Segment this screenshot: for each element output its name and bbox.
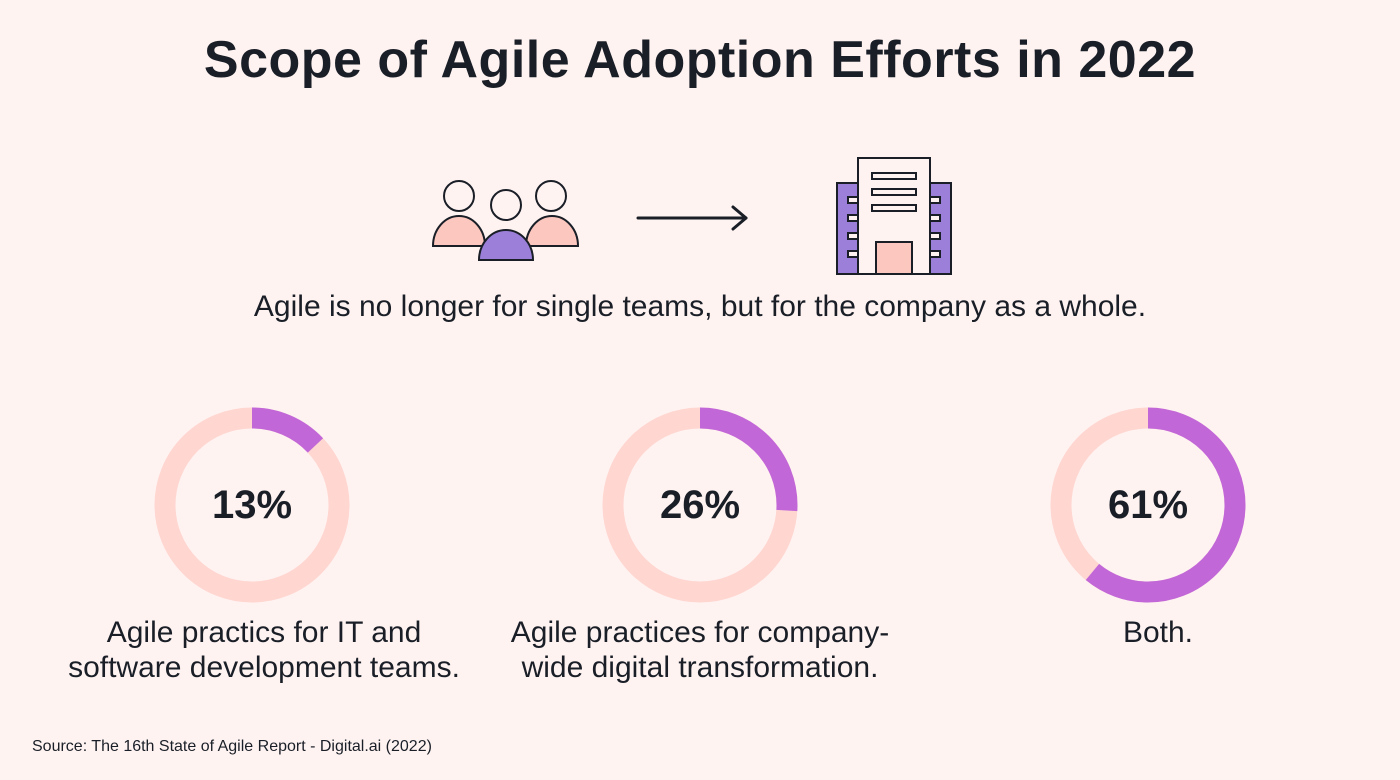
donut-caption: Both.	[928, 615, 1388, 650]
donut-value-arc	[154, 407, 350, 603]
donut-svg	[154, 407, 350, 603]
donut-percent-label: 13%	[211, 482, 293, 527]
caption-line: Agile practics for IT and	[106, 616, 422, 649]
donut-caption: Agile practices for company-wide digital…	[470, 615, 930, 685]
donut-percent-label: 61%	[1107, 482, 1189, 527]
tagline: Agile is no longer for single teams, but…	[253, 290, 1147, 323]
caption-line: software development teams.	[68, 651, 460, 684]
chart-title: Scope of Agile Adoption Efforts in 2022	[203, 31, 1197, 89]
donut-1: 13%	[142, 395, 362, 615]
building-icon	[836, 157, 952, 275]
hero-illustration	[431, 157, 952, 275]
arrow-right-icon	[636, 205, 748, 231]
donut-percent-label: 26%	[659, 482, 741, 527]
donut-caption: Agile practics for IT and software develo…	[34, 615, 494, 685]
donut-svg	[1050, 407, 1246, 603]
donut-value-arc	[1050, 407, 1246, 603]
donut-3: 61%	[1038, 395, 1258, 615]
donut-value-arc	[602, 407, 798, 603]
team-icon	[431, 180, 580, 261]
caption-line: Both.	[1122, 616, 1194, 649]
donut-svg	[602, 407, 798, 603]
source-note: Source: The 16th State of Agile Report -…	[32, 738, 432, 755]
donut-2: 26%	[590, 395, 810, 615]
caption-line: wide digital transformation.	[521, 651, 879, 684]
caption-line: Agile practices for company-	[510, 616, 890, 649]
